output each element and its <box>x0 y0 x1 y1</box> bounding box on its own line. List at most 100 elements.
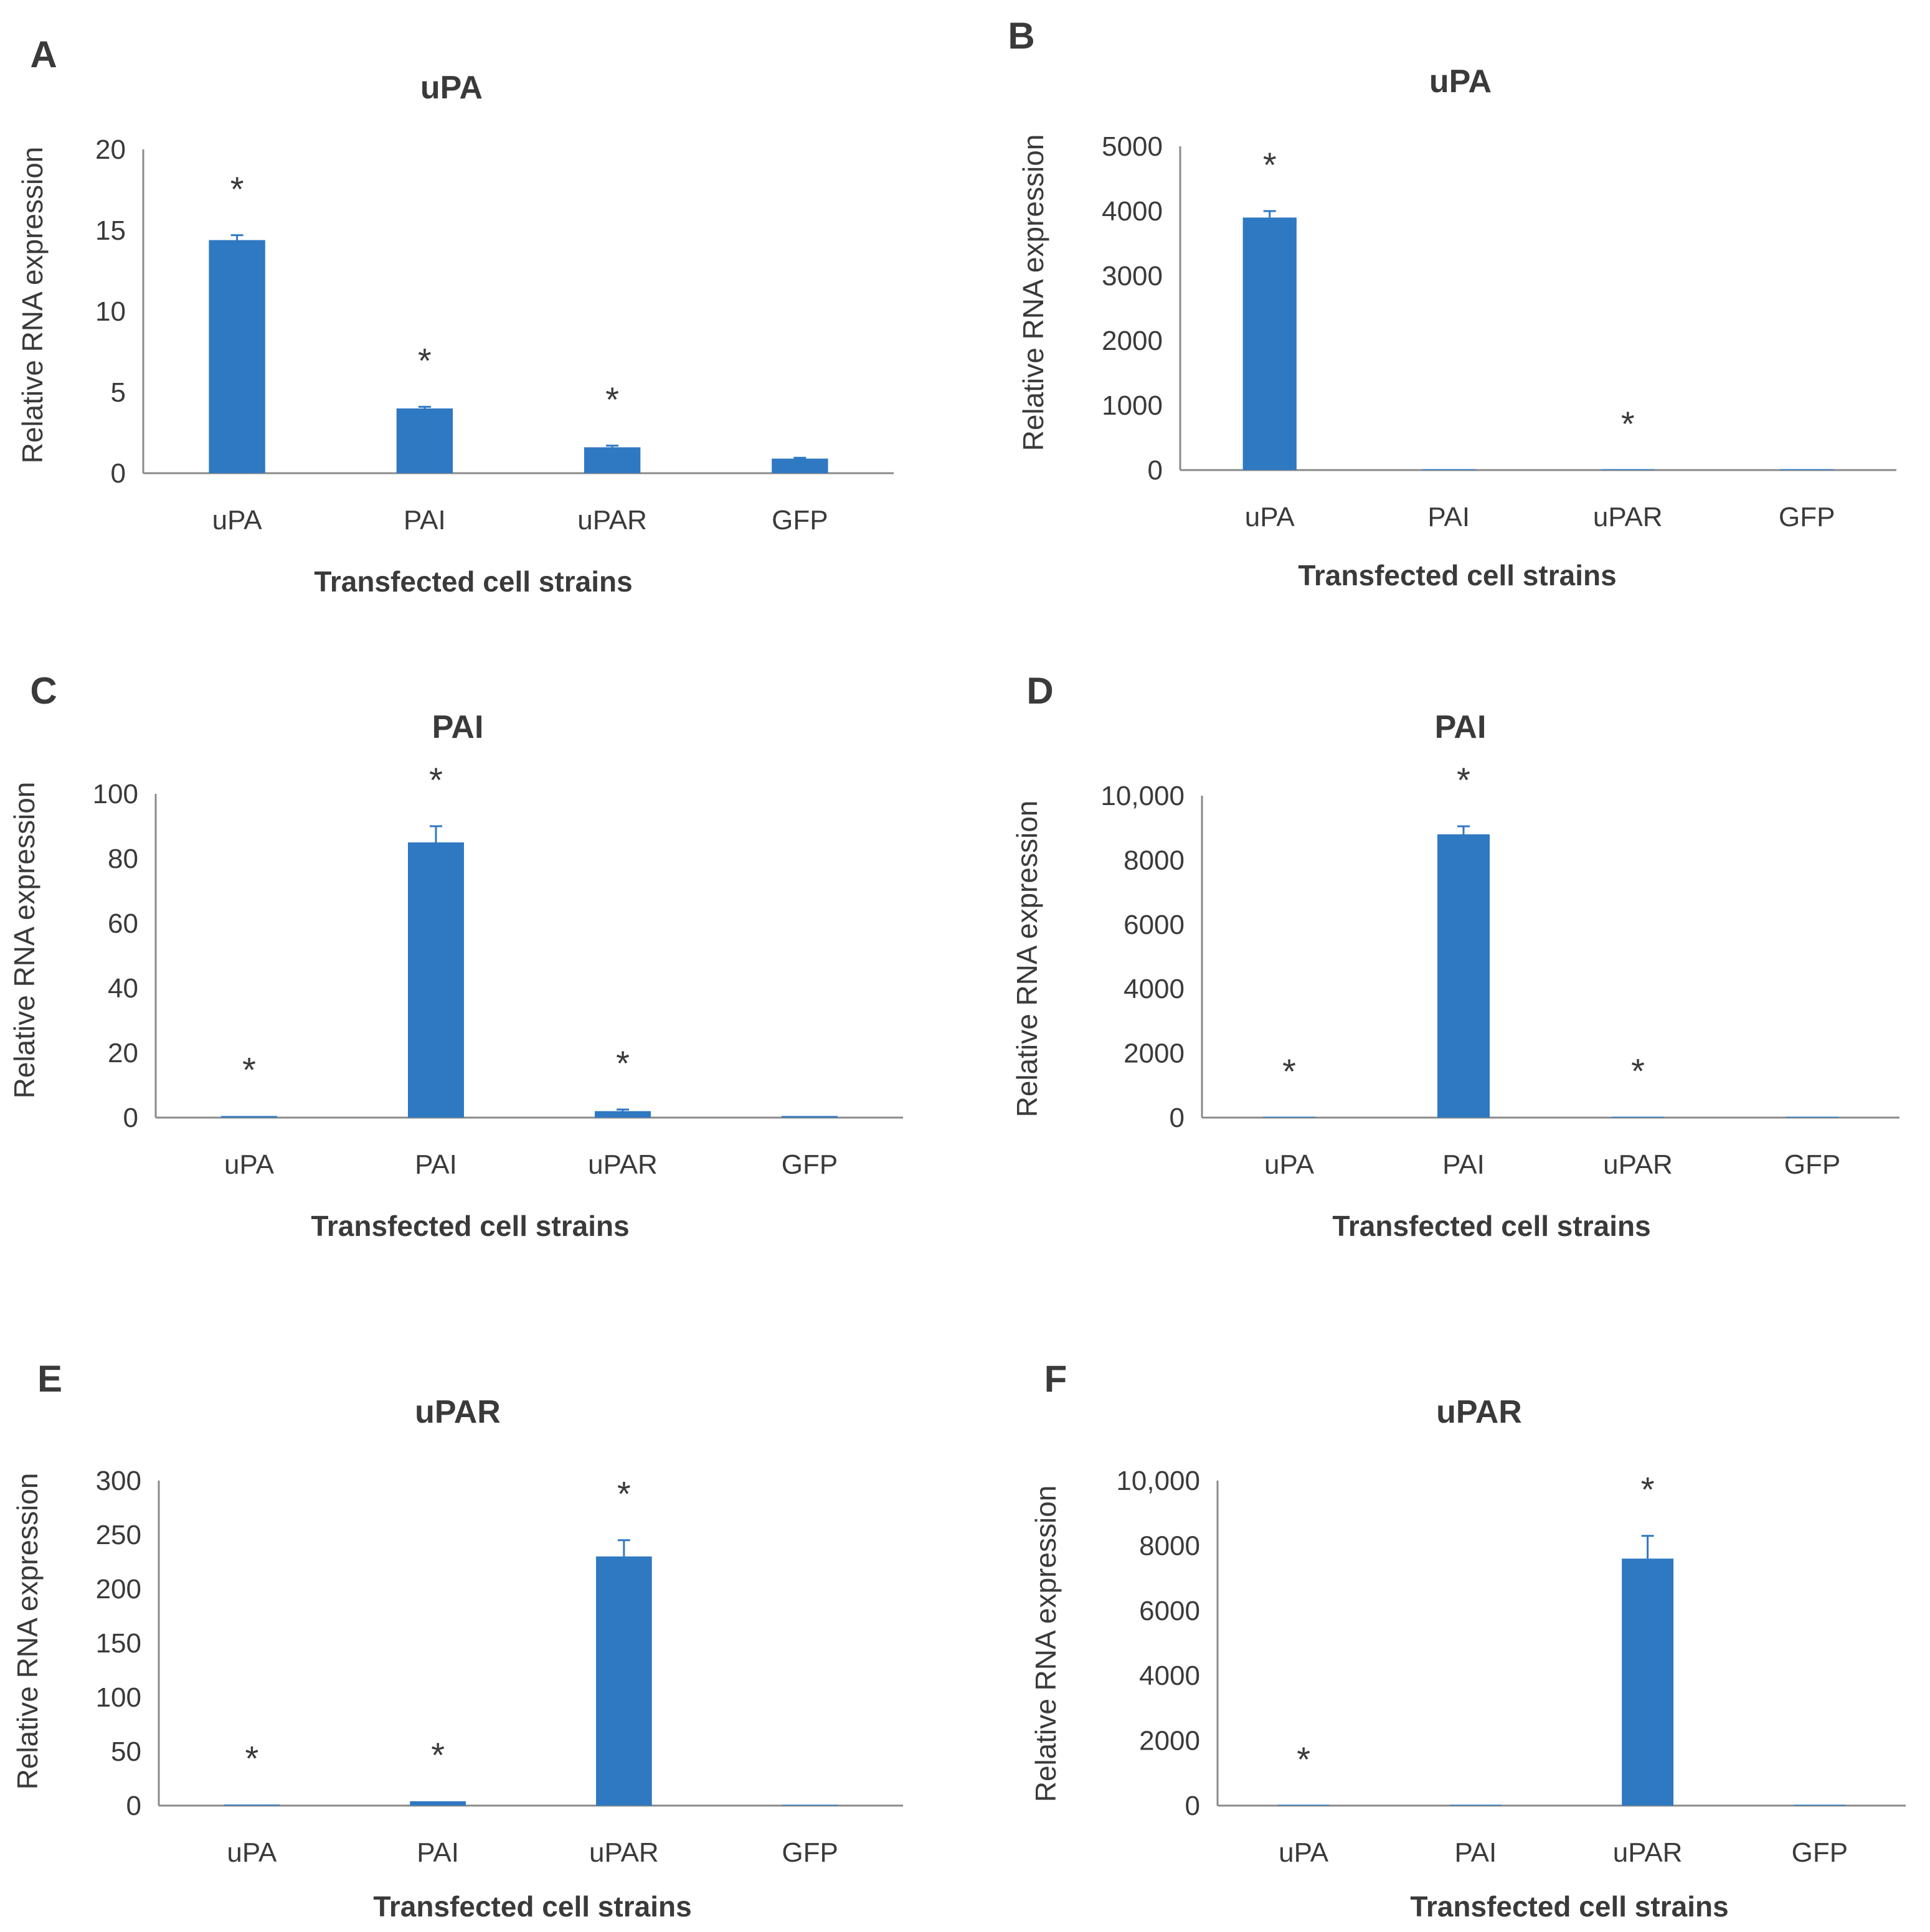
chart-title: PAI <box>1435 709 1487 745</box>
y-tick-label: 10 <box>95 296 126 327</box>
panel-letter: C <box>30 670 57 712</box>
panel-letter: D <box>1026 670 1053 712</box>
y-tick-label: 150 <box>96 1628 141 1659</box>
significance-marker: * <box>616 1044 630 1083</box>
y-axis-label: Relative RNA expression <box>1017 134 1049 451</box>
y-tick-label: 2000 <box>1123 1039 1185 1069</box>
chart-title: PAI <box>432 709 484 745</box>
significance-marker: * <box>242 1050 256 1089</box>
y-tick-label: 5000 <box>1102 131 1163 162</box>
x-tick-label: GFP <box>772 505 828 535</box>
y-tick-label: 0 <box>123 1103 138 1133</box>
y-tick-label: 60 <box>108 908 138 939</box>
y-tick-label: 2000 <box>1102 326 1163 356</box>
x-tick-label: uPAR <box>1613 1837 1683 1868</box>
chart-panel-d: D PAI Relative RNA expression Transfected c… <box>1011 670 1899 1242</box>
bar-pai <box>1437 834 1490 1118</box>
y-tick-label: 300 <box>96 1466 141 1496</box>
bar-upa <box>1263 1116 1315 1118</box>
y-tick-label: 5 <box>111 377 126 408</box>
bar-pai <box>396 408 453 473</box>
significance-marker: * <box>617 1474 631 1514</box>
y-tick-label: 200 <box>96 1574 141 1605</box>
chart-panel-c: C PAI Relative RNA expression Transfected c… <box>8 670 903 1242</box>
significance-marker: * <box>1457 760 1470 799</box>
x-tick-label: PAI <box>404 505 446 535</box>
bar-upar <box>1622 1558 1674 1806</box>
x-tick-label: uPA <box>227 1837 277 1868</box>
y-tick-label: 100 <box>93 779 138 809</box>
y-tick-label: 4000 <box>1102 196 1163 227</box>
x-tick-label: uPAR <box>577 505 647 535</box>
y-axis-label: Relative RNA expression <box>16 147 49 464</box>
bar-upar <box>596 1556 652 1806</box>
y-tick-label: 250 <box>96 1520 141 1550</box>
y-axis-label: Relative RNA expression <box>8 782 40 1099</box>
x-axis-label: Transfected cell strains <box>373 1890 691 1923</box>
x-tick-label: GFP <box>1779 502 1835 532</box>
y-tick-label: 3000 <box>1102 261 1163 291</box>
y-tick-label: 20 <box>108 1038 138 1068</box>
significance-marker: * <box>1641 1470 1655 1509</box>
panel-letter: A <box>30 34 57 75</box>
chart-title: uPAR <box>415 1394 501 1430</box>
bar-gfp <box>1786 1116 1838 1118</box>
y-tick-label: 15 <box>95 215 126 246</box>
significance-marker: * <box>1263 145 1277 184</box>
x-tick-label: uPAR <box>1593 502 1663 532</box>
panel-letter: E <box>37 1358 62 1400</box>
bar-upa <box>224 1804 280 1806</box>
y-tick-label: 10,000 <box>1116 1466 1200 1496</box>
x-tick-label: uPAR <box>589 1837 659 1868</box>
panel-letter: B <box>1008 15 1034 57</box>
chart-title: uPA <box>420 70 483 106</box>
x-axis-label: Transfected cell strains <box>311 1210 629 1242</box>
x-tick-label: uPA <box>1245 502 1295 532</box>
x-tick-label: PAI <box>1455 1837 1497 1868</box>
x-tick-label: PAI <box>1442 1149 1485 1180</box>
significance-marker: * <box>429 760 443 799</box>
x-tick-label: GFP <box>1784 1149 1840 1180</box>
x-tick-label: PAI <box>415 1149 457 1180</box>
x-tick-label: GFP <box>1792 1837 1848 1868</box>
x-axis-label: Transfected cell strains <box>1298 559 1616 591</box>
y-tick-label: 0 <box>1148 455 1163 486</box>
y-tick-label: 80 <box>108 844 138 874</box>
bar-pai <box>1422 469 1476 470</box>
x-tick-label: PAI <box>417 1837 459 1868</box>
bar-gfp <box>1794 1804 1846 1806</box>
y-tick-label: 20 <box>95 134 126 165</box>
bar-pai <box>410 1801 466 1806</box>
x-tick-label: GFP <box>782 1837 838 1868</box>
y-axis-label: Relative RNA expression <box>1011 801 1043 1118</box>
bar-upar <box>1601 469 1655 470</box>
bar-upar <box>584 447 641 473</box>
y-tick-label: 40 <box>108 973 138 1004</box>
bar-gfp <box>1780 469 1834 470</box>
bar-upa <box>209 240 265 473</box>
significance-marker: * <box>605 380 619 419</box>
y-axis-label: Relative RNA expression <box>11 1473 44 1790</box>
y-tick-label: 0 <box>1170 1103 1185 1133</box>
y-tick-label: 4000 <box>1123 974 1185 1004</box>
y-axis-label: Relative RNA expression <box>1029 1486 1062 1802</box>
x-tick-label: uPA <box>212 505 263 535</box>
bar-gfp <box>782 1116 838 1118</box>
x-tick-label: PAI <box>1427 502 1470 532</box>
y-tick-label: 1000 <box>1102 390 1163 421</box>
y-tick-label: 6000 <box>1139 1596 1200 1626</box>
y-tick-label: 10,000 <box>1100 781 1185 811</box>
x-axis-label: Transfected cell strains <box>314 565 632 598</box>
bar-upar <box>1612 1116 1664 1118</box>
y-tick-label: 50 <box>111 1736 141 1767</box>
significance-marker: * <box>1631 1052 1645 1091</box>
x-tick-label: uPA <box>1264 1149 1315 1180</box>
bar-upar <box>595 1111 651 1118</box>
panel-letter: F <box>1044 1358 1067 1400</box>
significance-marker: * <box>230 169 244 209</box>
significance-marker: * <box>418 341 432 380</box>
